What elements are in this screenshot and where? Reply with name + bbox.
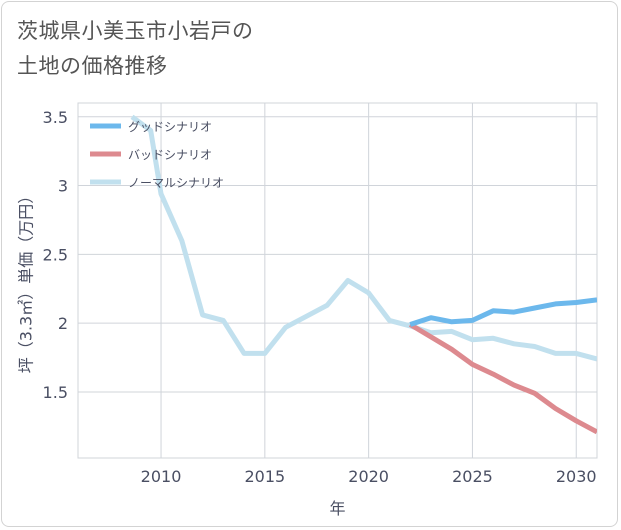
chart-title-line2: 土地の価格推移 — [17, 54, 168, 78]
x-axis-title: 年 — [329, 499, 345, 518]
x-tick-label: 2010 — [141, 467, 182, 486]
plot-area-border — [77, 102, 598, 459]
legend-label: ノーマルシナリオ — [128, 176, 224, 190]
chart-title: 茨城県小美玉市小岩戸の 土地の価格推移 — [17, 14, 437, 84]
y-tick-label: 1.5 — [43, 383, 68, 402]
y-tick-label: 2.5 — [43, 245, 68, 264]
x-tick-label: 2030 — [556, 467, 597, 486]
y-axis-title: 坪（3.3㎡）単価（万円） — [17, 188, 36, 373]
series-line-good — [409, 297, 597, 327]
x-tick-label: 2020 — [348, 467, 389, 486]
x-tick-labels: 2010 2015 2020 2025 2030 — [141, 467, 597, 486]
y-tick-labels: 1.5 2 2.5 3 3.5 — [43, 108, 68, 402]
series-layer — [130, 114, 597, 435]
legend-label: グッドシナリオ — [128, 120, 212, 134]
y-tick-label: 3 — [58, 177, 68, 196]
x-tick-label: 2025 — [452, 467, 493, 486]
y-tick-label: 2 — [58, 314, 68, 333]
grid-lines — [78, 103, 597, 458]
series-line-bad — [408, 322, 597, 435]
chart-title-line1: 茨城県小美玉市小岩戸の — [17, 19, 254, 43]
series-line-normal — [130, 114, 597, 362]
x-tick-label: 2015 — [244, 467, 285, 486]
legend-label: バッドシナリオ — [128, 148, 212, 162]
y-tick-label: 3.5 — [43, 108, 68, 127]
